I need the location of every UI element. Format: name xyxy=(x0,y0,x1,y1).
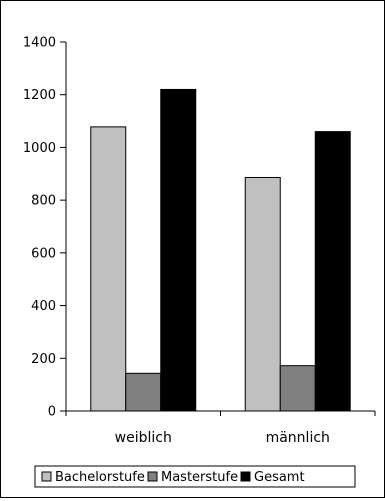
y-axis-ticks: 0 200 400 600 800 1000 1200 1400 xyxy=(23,36,66,420)
legend-swatch-masterstufe xyxy=(147,471,158,482)
x-category-label: weiblich xyxy=(115,430,172,446)
y-tick-label: 1000 xyxy=(23,141,56,156)
y-tick-label: 0 xyxy=(48,405,56,420)
y-tick-label: 400 xyxy=(31,299,56,314)
legend-swatch-bachelorstufe xyxy=(41,471,52,482)
bar-gesamt-1 xyxy=(160,88,197,412)
bar-gesamt-2 xyxy=(314,131,351,412)
y-tick-label: 200 xyxy=(31,352,56,367)
x-category-label: männlich xyxy=(266,430,330,446)
bar-bachelorstufe-2 xyxy=(244,176,281,412)
y-tick-label: 1400 xyxy=(23,36,56,51)
axes xyxy=(65,42,376,416)
bars xyxy=(90,88,351,412)
bar-masterstufe-2 xyxy=(279,365,316,412)
legend-box xyxy=(34,465,356,488)
y-tick-label: 800 xyxy=(31,194,56,209)
legend-label-bachelorstufe: Bachelorstufe xyxy=(55,470,145,485)
legend: Bachelorstufe Masterstufe Gesamt xyxy=(34,465,356,488)
bar-masterstufe-1 xyxy=(125,372,162,412)
y-tick-label: 1200 xyxy=(23,88,56,103)
bar-bachelorstufe-1 xyxy=(90,126,127,412)
legend-label-gesamt: Gesamt xyxy=(254,470,305,485)
x-axis-labels: weiblich männlich xyxy=(115,430,330,446)
legend-swatch-gesamt xyxy=(240,471,251,482)
legend-label-masterstufe: Masterstufe xyxy=(161,470,238,485)
y-tick-label: 600 xyxy=(31,246,56,261)
